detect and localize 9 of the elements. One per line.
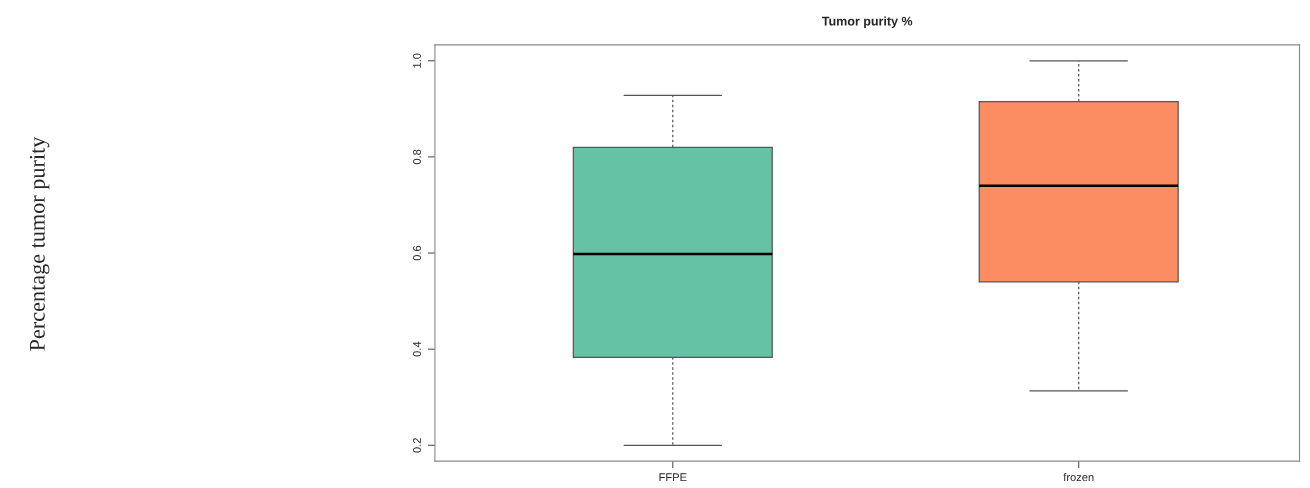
x-tick-label: frozen bbox=[1063, 472, 1094, 482]
y-tick-label: 0.6 bbox=[413, 245, 421, 261]
y-tick-label: 1.0 bbox=[413, 53, 421, 68]
text: Percentage tumor purity bbox=[29, 136, 50, 351]
chart-title: Tumor purity % bbox=[821, 16, 913, 29]
x-tick-label: FFPE bbox=[659, 473, 687, 482]
y-tick-label: 0.2 bbox=[413, 438, 421, 453]
y-tick-label: 0.8 bbox=[413, 149, 421, 165]
y-tick-label: 0.4 bbox=[413, 341, 421, 357]
